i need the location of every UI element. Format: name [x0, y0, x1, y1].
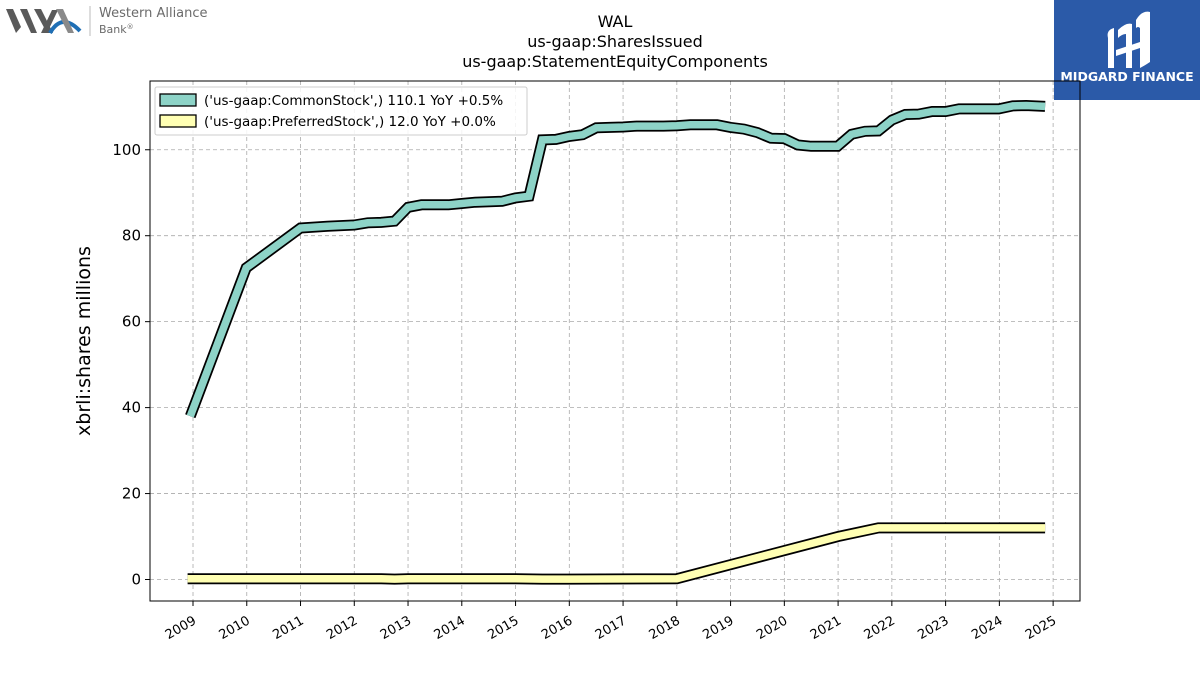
x-axis: 2009 2010 2011 2012 2013 2014 2015 2016 2017 2018…	[163, 601, 1059, 643]
title-line-3: us-gaap:StatementEquityComponents	[462, 52, 768, 71]
y-tick-label: 40	[122, 399, 141, 417]
legend-swatch-common-stock	[159, 93, 197, 107]
legend: ('us-gaap:CommonStock',) 110.1 YoY +0.5%…	[154, 86, 528, 136]
x-tick-label: 2009	[163, 613, 199, 643]
x-tick-label: 2018	[647, 613, 683, 643]
midgard-logo-icon	[1107, 11, 1150, 69]
x-tick-label: 2024	[969, 613, 1005, 643]
y-tick-label: 100	[112, 141, 141, 159]
legend-label-preferred-stock: ('us-gaap:PreferredStock',) 12.0 YoY +0.…	[204, 114, 496, 130]
series-line-0	[186, 101, 1046, 418]
x-tick-label: 2012	[324, 613, 360, 643]
y-tick-label: 80	[122, 227, 141, 245]
logo-name-line1: Western Alliance	[99, 6, 208, 21]
midgard-finance-badge: MIDGARD FINANCE	[1054, 0, 1200, 100]
x-tick-label: 2019	[700, 613, 736, 643]
y-tick-label: 20	[122, 485, 141, 503]
x-tick-label: 2011	[270, 613, 306, 643]
plot-frame	[149, 80, 1081, 602]
x-tick-label: 2013	[378, 613, 414, 643]
series-layer	[185, 99, 1046, 585]
western-alliance-logo: Western Alliance Bank®	[6, 6, 208, 36]
y-tick-label: 0	[131, 571, 141, 589]
x-tick-label: 2017	[593, 613, 629, 643]
badge-text: MIDGARD FINANCE	[1060, 69, 1193, 84]
title-line-1: WAL	[598, 12, 633, 31]
x-tick-label: 2021	[808, 613, 844, 643]
legend-label-common-stock: ('us-gaap:CommonStock',) 110.1 YoY +0.5%	[204, 93, 503, 109]
x-tick-label: 2016	[539, 613, 575, 643]
x-tick-label: 2010	[217, 613, 253, 643]
y-axis-label: xbrli:shares millions	[73, 246, 95, 436]
logo-name-line2: Bank®	[99, 23, 134, 36]
x-tick-label: 2015	[485, 613, 521, 643]
title-line-2: us-gaap:SharesIssued	[527, 32, 703, 51]
series-outline-1	[187, 522, 1046, 585]
x-tick-label: 2025	[1023, 613, 1059, 643]
chart-title: WAL us-gaap:SharesIssued us-gaap:Stateme…	[462, 12, 768, 71]
y-tick-label: 60	[122, 313, 141, 331]
x-tick-label: 2022	[862, 613, 898, 643]
legend-swatch-preferred-stock	[159, 114, 197, 128]
y-axis: 0 20 40 60 80 100	[112, 141, 150, 589]
series-line-1	[187, 524, 1046, 583]
x-tick-label: 2014	[432, 613, 468, 643]
series-outline-0	[185, 99, 1046, 419]
wa-logo-icon	[6, 9, 82, 35]
x-tick-label: 2020	[754, 613, 790, 643]
x-tick-label: 2023	[915, 613, 951, 643]
